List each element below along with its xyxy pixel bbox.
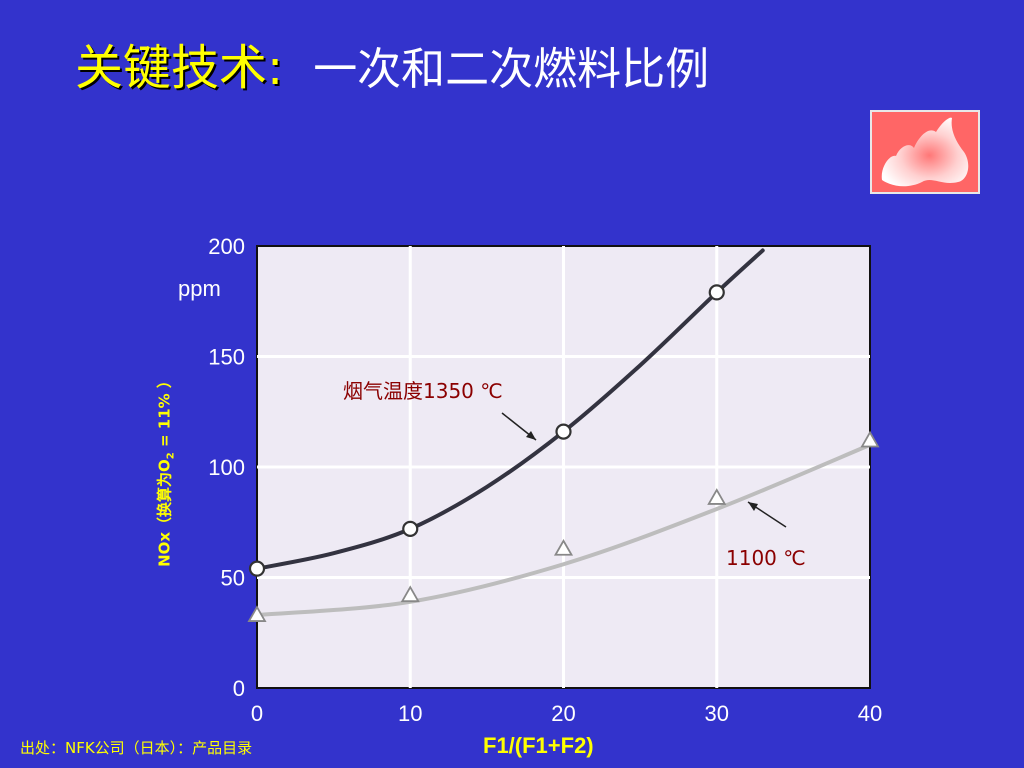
grid-lines [257,246,870,688]
arrow-1100-head [748,502,758,511]
y-tick-label: 200 [208,234,245,259]
y-axis-label: NOx（换算为O2 = 11% ） [154,373,177,567]
tick-labels: 0 10 20 30 40 0 50 100 150 200 [208,234,882,726]
series-line-1350 [255,248,765,571]
slide-title: 关键技术: 一次和二次燃料比例 [75,28,709,98]
data-point-1350 [248,560,266,577]
y-axis-label-tail: = 11% ） [155,373,174,453]
y-tick-label: 100 [208,455,245,480]
x-axis-label: F1/(F1+F2) [483,733,594,758]
series-markers [247,284,880,622]
title-key-tech: 关键技术: [75,40,284,96]
x-tick-label: 30 [705,701,729,726]
series-line-1100 [255,442,872,618]
x-tick-label: 0 [251,701,263,726]
y-tick-label: 50 [221,566,245,591]
source-note: 出处：NFK公司（日本）：产品目录 [20,739,253,757]
data-point-1350 [708,284,725,301]
y-tick-label: 150 [208,345,245,370]
x-tick-label: 10 [398,701,422,726]
y-axis-label-subscript: 2 [165,452,177,460]
data-point-1100 [553,538,574,556]
x-tick-label: 40 [858,701,882,726]
series-1350-label: 烟气温度1350 ℃ [343,379,503,403]
data-point-1100 [247,605,267,622]
data-point-1350 [555,423,572,440]
title-fuel-ratio: 一次和二次燃料比例 [313,44,710,95]
data-point-1100 [400,585,420,603]
x-tick-label: 20 [551,701,575,726]
y-unit-label: ppm [178,276,221,301]
y-tick-label: 0 [233,676,245,701]
series-1100-label: 1100 ℃ [726,546,806,570]
data-point-1100 [860,430,880,448]
arrow-1350-head [526,431,536,440]
series-lines [255,248,872,618]
y-axis-label-main: NOx（换算为O [155,459,174,567]
flame-icon [870,110,980,194]
data-point-1350 [402,520,419,537]
data-point-1100 [707,488,727,505]
